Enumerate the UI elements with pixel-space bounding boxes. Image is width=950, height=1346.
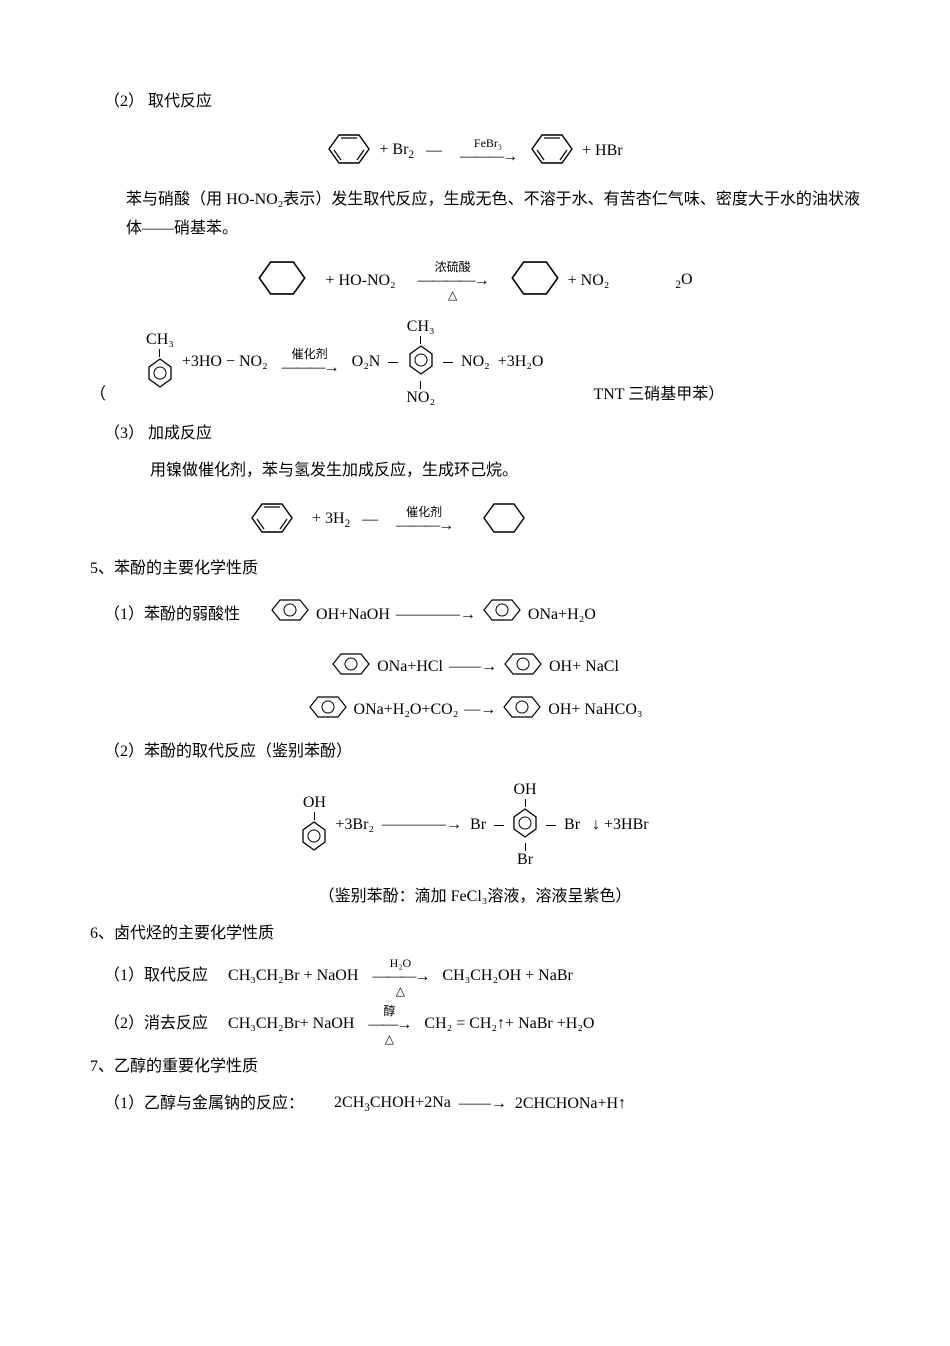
eq-benzene-nitration: + HO-NO₂ 浓硫酸 ————→ △ + NO₂ 2O	[90, 257, 860, 304]
tnt-arrow: 催化剂 ———→	[282, 348, 338, 376]
lhs-br2: + Br2	[379, 141, 414, 161]
tribromo-right-br: Br	[564, 816, 580, 834]
benzene-icon	[327, 131, 371, 172]
tnt-left-ch3: CH₃	[146, 331, 174, 349]
lhs-hono2: + HO-NO₂	[325, 272, 395, 290]
eq6-1-l: CH₃CH₂Br + NaOH	[228, 962, 358, 991]
eq-arrow: ————→	[382, 816, 462, 834]
section-6-heading: 6、卤代烃的主要化学性质	[90, 920, 860, 949]
phenol-oh: OH	[303, 794, 326, 812]
nitration-paragraph: 苯与硝酸（用 HO-NO₂表示）发生取代反应，生成无色、不溶于水、有苦杏仁气味、…	[126, 186, 860, 244]
section-5-heading: 5、苯酚的主要化学性质	[90, 555, 860, 584]
benzene-icon	[250, 500, 294, 541]
eq6-2-l: CH₃CH₂Br+ NaOH	[228, 1010, 354, 1039]
tnt-left-tail: +3HO − NO₂	[182, 353, 268, 371]
eq5-1-l: OH+NaOH	[316, 601, 390, 630]
eq-benzene-br2: + Br2 — FeBr₃ ———→ + HBr	[90, 131, 860, 172]
arrow-h2so4: 浓硫酸 ————→ △	[418, 261, 488, 301]
tribromo-tail: ↓ +3HBr	[592, 816, 649, 834]
rhs-no2: + NO₂	[568, 272, 610, 290]
eq7-r: 2CHCHONa+H↑	[515, 1090, 626, 1119]
halide-elim: （2）消去反应 CH₃CH₂Br+ NaOH 醇 ——→ △ CH₂ = CH₂…	[104, 1005, 860, 1045]
tnt-right-ch3: CH₃	[407, 318, 435, 336]
tnt-bottom-no2: NO₂	[406, 389, 435, 407]
nitrobenzene-icon	[510, 257, 560, 304]
tribromo-bottom-br: Br	[517, 851, 533, 869]
phenol-vertical-ring-icon	[301, 820, 327, 857]
eq6-2-arrow: 醇 ——→ △	[368, 1005, 410, 1045]
phenolate-ring-icon	[482, 598, 522, 633]
phenol-acid-row: （1）苯酚的弱酸性 OH+NaOH ————→ ONa+H₂O	[104, 592, 860, 639]
phenol-ring-icon	[502, 695, 542, 724]
section-2-heading: （2） 取代反应	[104, 88, 860, 117]
tnt-tail-h2o: +3H₂O	[498, 353, 544, 371]
phenol-acid-label: （1）苯酚的弱酸性	[104, 601, 240, 630]
benzene-icon	[257, 257, 307, 304]
cyclohexane-icon	[482, 500, 526, 541]
eq6-2-r: CH₂ = CH₂↑+ NaBr +H₂O	[424, 1010, 594, 1039]
eq-benzene-h2: + 3H2 — 催化剂 ———→	[90, 500, 860, 541]
tnt-ring-icon	[408, 344, 434, 381]
section-7-heading: 7、乙醇的重要化学性质	[90, 1053, 860, 1082]
halide-elim-label: （2）消去反应	[104, 1010, 208, 1039]
eq7-l: 2CH3CHOH+2Na	[334, 1089, 451, 1118]
eq5-2: ONa+HCl ——→ OH+ NaCl	[90, 652, 860, 681]
addition-paragraph: 用镍做催化剂，苯与氢发生加成反应，生成环己烷。	[150, 457, 860, 486]
eq-phenol-br2: OH +3Br₂ ————→ Br OH Br Br ↓ +3HBr	[90, 781, 860, 869]
eq5-1-arrow: ————→	[396, 601, 476, 630]
eq5-3: ONa+H₂O+CO₂ —→ OH+ NaHCO₃	[90, 695, 860, 724]
phenol-ring-icon	[503, 652, 543, 681]
tribromo-oh: OH	[513, 781, 536, 799]
tnt-open-paren: （	[90, 380, 106, 406]
tnt-label: TNT 三硝基甲苯）	[593, 380, 724, 406]
phenol-sub-label: （2）苯酚的取代反应（鉴别苯酚）	[104, 738, 860, 767]
eq6-1-r: CH₃CH₂OH + NaBr	[442, 962, 572, 991]
tnt-right-no2: NO₂	[461, 353, 490, 371]
rhs-hbr: + HBr	[582, 142, 623, 160]
eq-tnt: （ CH₃ +3HO − NO₂ 催化剂 ———→ O₂N	[90, 318, 860, 406]
halide-sub: （1）取代反应 CH₃CH₂Br + NaOH H₂O ———→ △ CH₃CH…	[104, 957, 860, 997]
eq-3br2: +3Br₂	[335, 816, 374, 834]
rhs-h2o-sub: 2O	[675, 271, 692, 291]
toluene-ring-icon	[147, 357, 173, 394]
tribromo-left-br: Br	[470, 816, 486, 834]
phenolate-ring-icon	[308, 695, 348, 724]
section-3-heading: （3） 加成反应	[104, 420, 860, 449]
ethanol-na-label: （1）乙醇与金属钠的反应：	[104, 1090, 304, 1119]
lhs-3h2: + 3H2	[312, 510, 350, 530]
bromobenzene-icon	[530, 131, 574, 172]
halide-sub-label: （1）取代反应	[104, 962, 208, 991]
tnt-o2n: O₂N	[352, 353, 381, 371]
eq7-arrow: ——→	[459, 1090, 507, 1119]
ethanol-na: （1）乙醇与金属钠的反应： 2CH3CHOH+2Na ——→ 2CHCHONa+…	[104, 1089, 860, 1118]
eq5-1-r: ONa+H₂O	[528, 601, 596, 630]
phenol-ring-icon	[270, 598, 310, 633]
eq6-1-arrow: H₂O ———→ △	[372, 957, 428, 997]
arrow-febr3: FeBr₃ ———→	[460, 137, 516, 165]
arrow-catalyst: 催化剂 ———→	[396, 506, 452, 534]
phenol-note: （鉴别苯酚：滴加 FeCl₃溶液，溶液呈紫色）	[90, 883, 860, 912]
tribromophenol-ring-icon	[512, 807, 538, 844]
phenolate-ring-icon	[331, 652, 371, 681]
